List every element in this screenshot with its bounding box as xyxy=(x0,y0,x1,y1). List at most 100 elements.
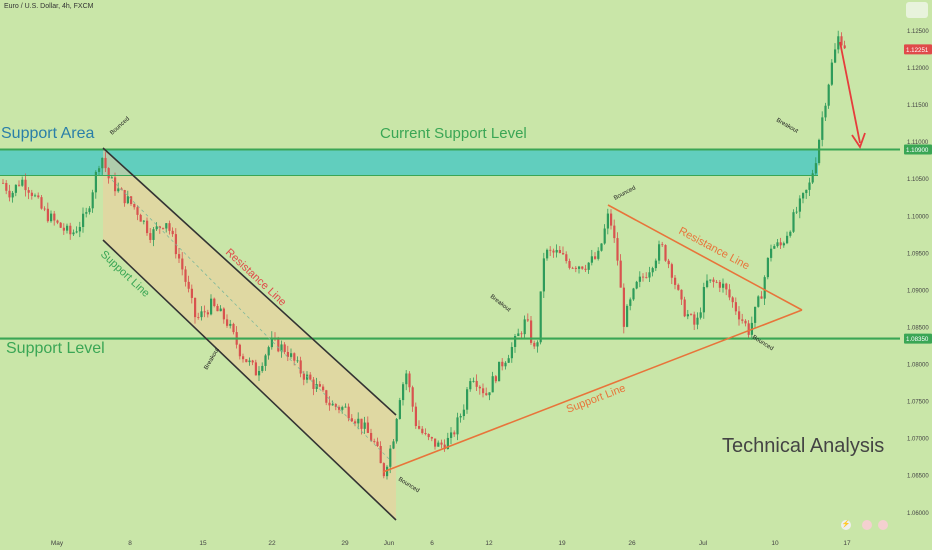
candle-body xyxy=(638,276,641,282)
support-area-zone xyxy=(0,149,818,176)
candle-body xyxy=(331,404,334,406)
candle-body xyxy=(776,242,779,247)
bounced-note-3: Bounced xyxy=(613,185,637,201)
candle-body xyxy=(136,207,139,215)
candle-body xyxy=(533,342,536,347)
candle-body xyxy=(795,211,798,213)
channel-resistance-line xyxy=(102,147,397,416)
time-tick-label: 6 xyxy=(430,540,434,547)
candle-body xyxy=(2,182,5,184)
candle-body xyxy=(101,157,104,169)
candle-body xyxy=(37,195,40,198)
time-tick-label: 19 xyxy=(558,540,566,547)
candle-body xyxy=(238,344,241,357)
candle-body xyxy=(62,227,65,231)
candle-body xyxy=(245,359,248,363)
candle-body xyxy=(782,243,785,246)
candle-body xyxy=(606,213,609,229)
candle-body xyxy=(539,291,542,343)
candle-body xyxy=(683,299,686,317)
candle-body xyxy=(357,418,360,424)
candle-body xyxy=(270,337,273,348)
price-tick-label: 1.11500 xyxy=(907,103,929,109)
candle-body xyxy=(469,381,472,390)
candle-body xyxy=(88,208,91,213)
candle-body xyxy=(226,319,229,326)
bounced-note-4: Bounced xyxy=(751,335,774,353)
candle-body xyxy=(773,246,776,249)
candle-body xyxy=(78,226,81,232)
candle-body xyxy=(814,163,817,174)
candle-body xyxy=(40,197,43,209)
candle-body xyxy=(398,400,401,419)
lightning-icon[interactable]: ⚡ xyxy=(841,520,851,530)
price-tick-label: 1.08000 xyxy=(907,363,929,369)
candle-body xyxy=(50,213,53,222)
candle-body xyxy=(190,288,193,298)
candle-body xyxy=(792,212,795,232)
candle-body xyxy=(530,320,533,343)
candle-body xyxy=(574,267,577,269)
candle-body xyxy=(222,308,225,320)
candle-body xyxy=(91,192,94,209)
candle-body xyxy=(837,36,840,50)
candle-body xyxy=(168,223,171,231)
candle-body xyxy=(587,262,590,270)
candle-body xyxy=(427,434,430,438)
candle-body xyxy=(232,323,235,333)
candle-body xyxy=(453,432,456,435)
candle-body xyxy=(382,463,385,477)
candle-body xyxy=(450,432,453,438)
price-tick-label: 1.07500 xyxy=(907,400,929,406)
candle-body xyxy=(821,117,824,140)
candle-body xyxy=(798,198,801,212)
candle-body xyxy=(46,208,49,222)
candle-body xyxy=(517,333,520,336)
support-area-price-badge: 1.10900 xyxy=(906,147,929,154)
price-tick-label: 1.08500 xyxy=(907,325,929,331)
candle-body xyxy=(203,311,206,313)
candle-body xyxy=(142,220,145,222)
candle-body xyxy=(763,277,766,299)
time-axis: May 8 15 22 29 Jun 6 12 19 26 Jul 10 17 xyxy=(51,540,851,547)
candle-body xyxy=(654,260,657,269)
candle-body xyxy=(200,311,203,318)
candle-body xyxy=(155,226,158,230)
candle-body xyxy=(766,257,769,278)
price-tick-label: 1.06000 xyxy=(907,511,929,517)
candle-body xyxy=(43,208,46,210)
time-tick-label: 29 xyxy=(341,540,349,547)
time-tick-label: 15 xyxy=(199,540,207,547)
candle-body xyxy=(651,268,654,273)
candle-body xyxy=(472,380,475,382)
candle-body xyxy=(562,253,565,255)
candle-body xyxy=(760,296,763,299)
current-support-level-label: Current Support Level xyxy=(380,125,527,142)
candle-body xyxy=(85,212,88,214)
candle-body xyxy=(306,374,309,380)
candle-body xyxy=(27,190,30,193)
chart-settings-button[interactable] xyxy=(906,2,928,18)
price-tick-label: 1.10000 xyxy=(907,214,929,220)
candle-body xyxy=(210,298,213,315)
candle-body xyxy=(126,196,129,204)
candle-body xyxy=(619,260,622,288)
candle-body xyxy=(504,362,507,367)
candle-body xyxy=(264,355,267,366)
candle-body xyxy=(456,417,459,435)
candle-body xyxy=(162,227,165,229)
candle-body xyxy=(693,314,696,325)
candle-body xyxy=(98,168,101,172)
price-tick-label: 1.12000 xyxy=(907,66,929,72)
candle-body xyxy=(350,418,353,422)
candle-body xyxy=(344,406,347,408)
price-tick-label: 1.11000 xyxy=(907,140,929,146)
candle-body xyxy=(11,192,14,198)
candle-body xyxy=(738,311,741,320)
candle-body xyxy=(507,358,510,363)
candle-body xyxy=(14,184,17,193)
candle-body xyxy=(622,287,625,327)
candles-layer xyxy=(0,30,846,520)
